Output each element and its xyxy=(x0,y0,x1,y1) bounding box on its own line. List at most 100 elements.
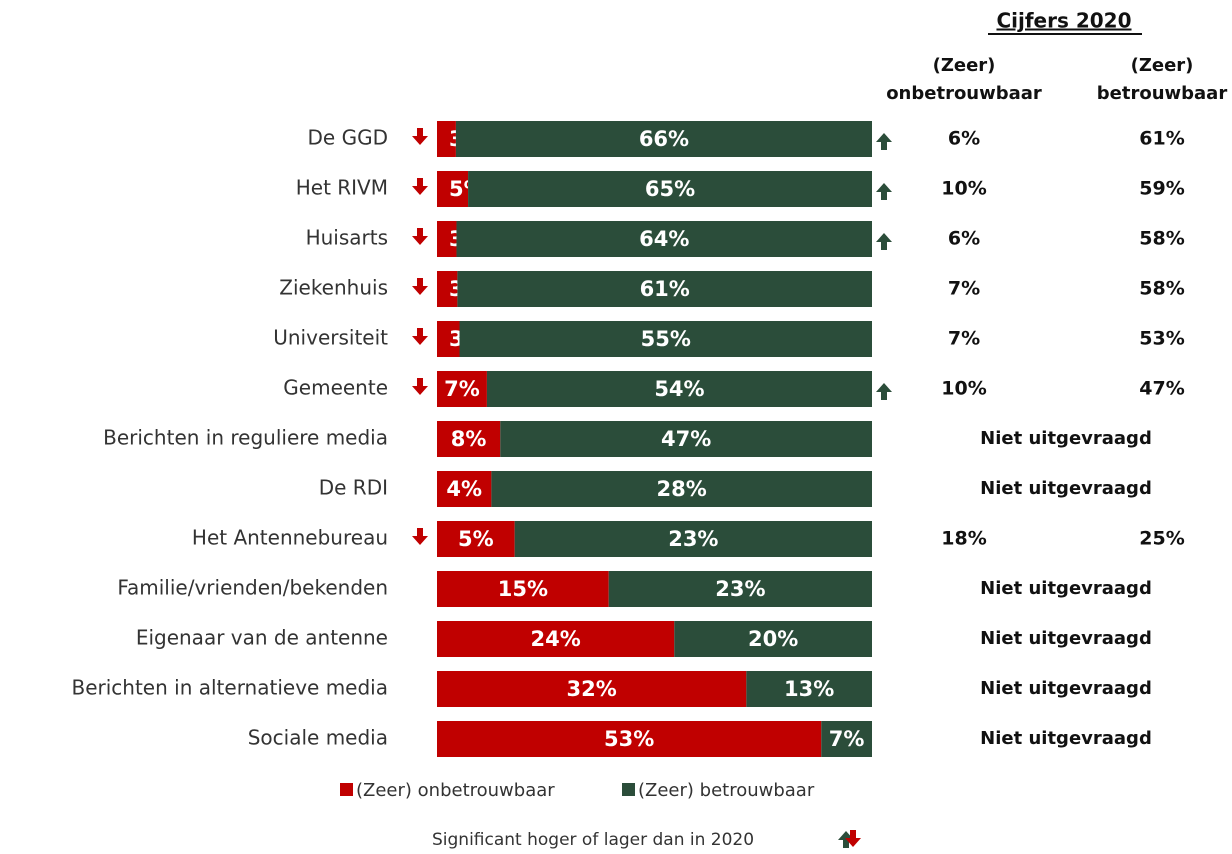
category-label: Het RIVM xyxy=(296,176,388,200)
table-cell: Niet uitgevraagd xyxy=(980,678,1152,699)
segment-label: 55% xyxy=(641,327,691,351)
bar-segment xyxy=(437,271,458,307)
significance-note: Significant hoger of lager dan in 2020 xyxy=(432,830,754,850)
segment-label: 20% xyxy=(748,627,798,651)
bar-segment xyxy=(459,321,872,357)
significance-down xyxy=(412,228,428,245)
segment-label: 24% xyxy=(531,627,581,651)
segment-label: 32% xyxy=(567,677,617,701)
bar-segment xyxy=(674,621,872,657)
bar-segment xyxy=(437,721,822,757)
table-cell: 6% xyxy=(948,228,980,250)
table-cell: 7% xyxy=(948,278,980,300)
segment-label: 5% xyxy=(458,527,494,551)
category-label: Het Antennebureau xyxy=(192,526,388,550)
bar-segment xyxy=(437,171,469,207)
bar-segment xyxy=(437,121,456,157)
bar-segment xyxy=(437,571,609,607)
table-cell: Niet uitgevraagd xyxy=(980,428,1152,449)
table-cell: 58% xyxy=(1139,278,1184,300)
category-label: Eigenaar van de antenne xyxy=(136,626,388,650)
note-arrow-up xyxy=(838,831,854,848)
table-cell: 58% xyxy=(1139,228,1184,250)
segment-label: 8% xyxy=(451,427,487,451)
table-column-header: onbetrouwbaar xyxy=(886,83,1042,104)
legend-label: (Zeer) betrouwbaar xyxy=(638,780,815,801)
table-column-header: betrouwbaar xyxy=(1097,83,1228,104)
category-label: Gemeente xyxy=(283,376,388,400)
category-label: Sociale media xyxy=(248,726,388,750)
segment-label: 4% xyxy=(446,477,482,501)
segment-label: 64% xyxy=(639,227,689,251)
table-column-header: (Zeer) xyxy=(1131,55,1194,76)
bar-segment xyxy=(821,721,872,757)
table-cell: Niet uitgevraagd xyxy=(980,728,1152,749)
segment-label: 28% xyxy=(657,477,707,501)
segment-label: 7% xyxy=(444,377,480,401)
bar-segment xyxy=(437,471,492,507)
legend-swatch xyxy=(622,783,635,796)
table-title: Cijfers 2020 xyxy=(996,9,1131,33)
table-cell: 25% xyxy=(1139,528,1184,550)
segment-label: 61% xyxy=(640,277,690,301)
category-label: De RDI xyxy=(319,476,388,500)
segment-label: 53% xyxy=(604,727,654,751)
bar-segment xyxy=(468,171,872,207)
table-cell: 18% xyxy=(941,528,986,550)
bar-segment xyxy=(608,571,872,607)
segment-label: 23% xyxy=(715,577,765,601)
significance-down xyxy=(412,128,428,145)
segment-label: 54% xyxy=(654,377,704,401)
segment-label: 13% xyxy=(784,677,834,701)
table-cell: Niet uitgevraagd xyxy=(980,578,1152,599)
significance-down xyxy=(412,178,428,195)
note-arrow-down xyxy=(845,830,861,847)
table-cell: 10% xyxy=(941,178,986,200)
segment-label: 15% xyxy=(498,577,548,601)
bar-segment xyxy=(486,371,872,407)
bar-segment xyxy=(514,521,872,557)
significance-down xyxy=(412,278,428,295)
table-cell: Niet uitgevraagd xyxy=(980,628,1152,649)
bar-segment xyxy=(437,671,747,707)
table-cell: 6% xyxy=(948,128,980,150)
significance-down xyxy=(412,328,428,345)
bar-segment xyxy=(437,321,460,357)
category-label: Ziekenhuis xyxy=(279,276,388,300)
segment-label: 7% xyxy=(829,727,865,751)
category-label: De GGD xyxy=(308,126,388,150)
significance-up xyxy=(876,233,892,250)
bar-segment xyxy=(455,121,872,157)
significance-up xyxy=(876,133,892,150)
table-cell: 59% xyxy=(1139,178,1184,200)
bar-segment xyxy=(746,671,872,707)
segment-label: 47% xyxy=(661,427,711,451)
table-cell: 47% xyxy=(1139,378,1184,400)
segment-label: 66% xyxy=(639,127,689,151)
bar-segment xyxy=(491,471,872,507)
legend-label: (Zeer) onbetrouwbaar xyxy=(356,780,555,801)
table-column-header: (Zeer) xyxy=(933,55,996,76)
table-cell: 53% xyxy=(1139,328,1184,350)
significance-down xyxy=(412,378,428,395)
category-label: Universiteit xyxy=(273,326,388,350)
bar-segment xyxy=(437,621,675,657)
segment-label: 23% xyxy=(668,527,718,551)
category-label: Huisarts xyxy=(306,226,388,250)
bar-segment xyxy=(437,371,487,407)
bar-segment xyxy=(500,421,872,457)
bar-segment xyxy=(437,421,501,457)
bar-segment xyxy=(437,221,457,257)
significance-up xyxy=(876,183,892,200)
segment-label: 65% xyxy=(645,177,695,201)
significance-down xyxy=(412,528,428,545)
category-label: Berichten in alternatieve media xyxy=(71,676,388,700)
table-cell: 7% xyxy=(948,328,980,350)
bar-segment xyxy=(437,521,515,557)
bar-segment xyxy=(456,221,872,257)
category-label: Familie/vrienden/bekenden xyxy=(117,576,388,600)
table-cell: 10% xyxy=(941,378,986,400)
table-cell: 61% xyxy=(1139,128,1184,150)
